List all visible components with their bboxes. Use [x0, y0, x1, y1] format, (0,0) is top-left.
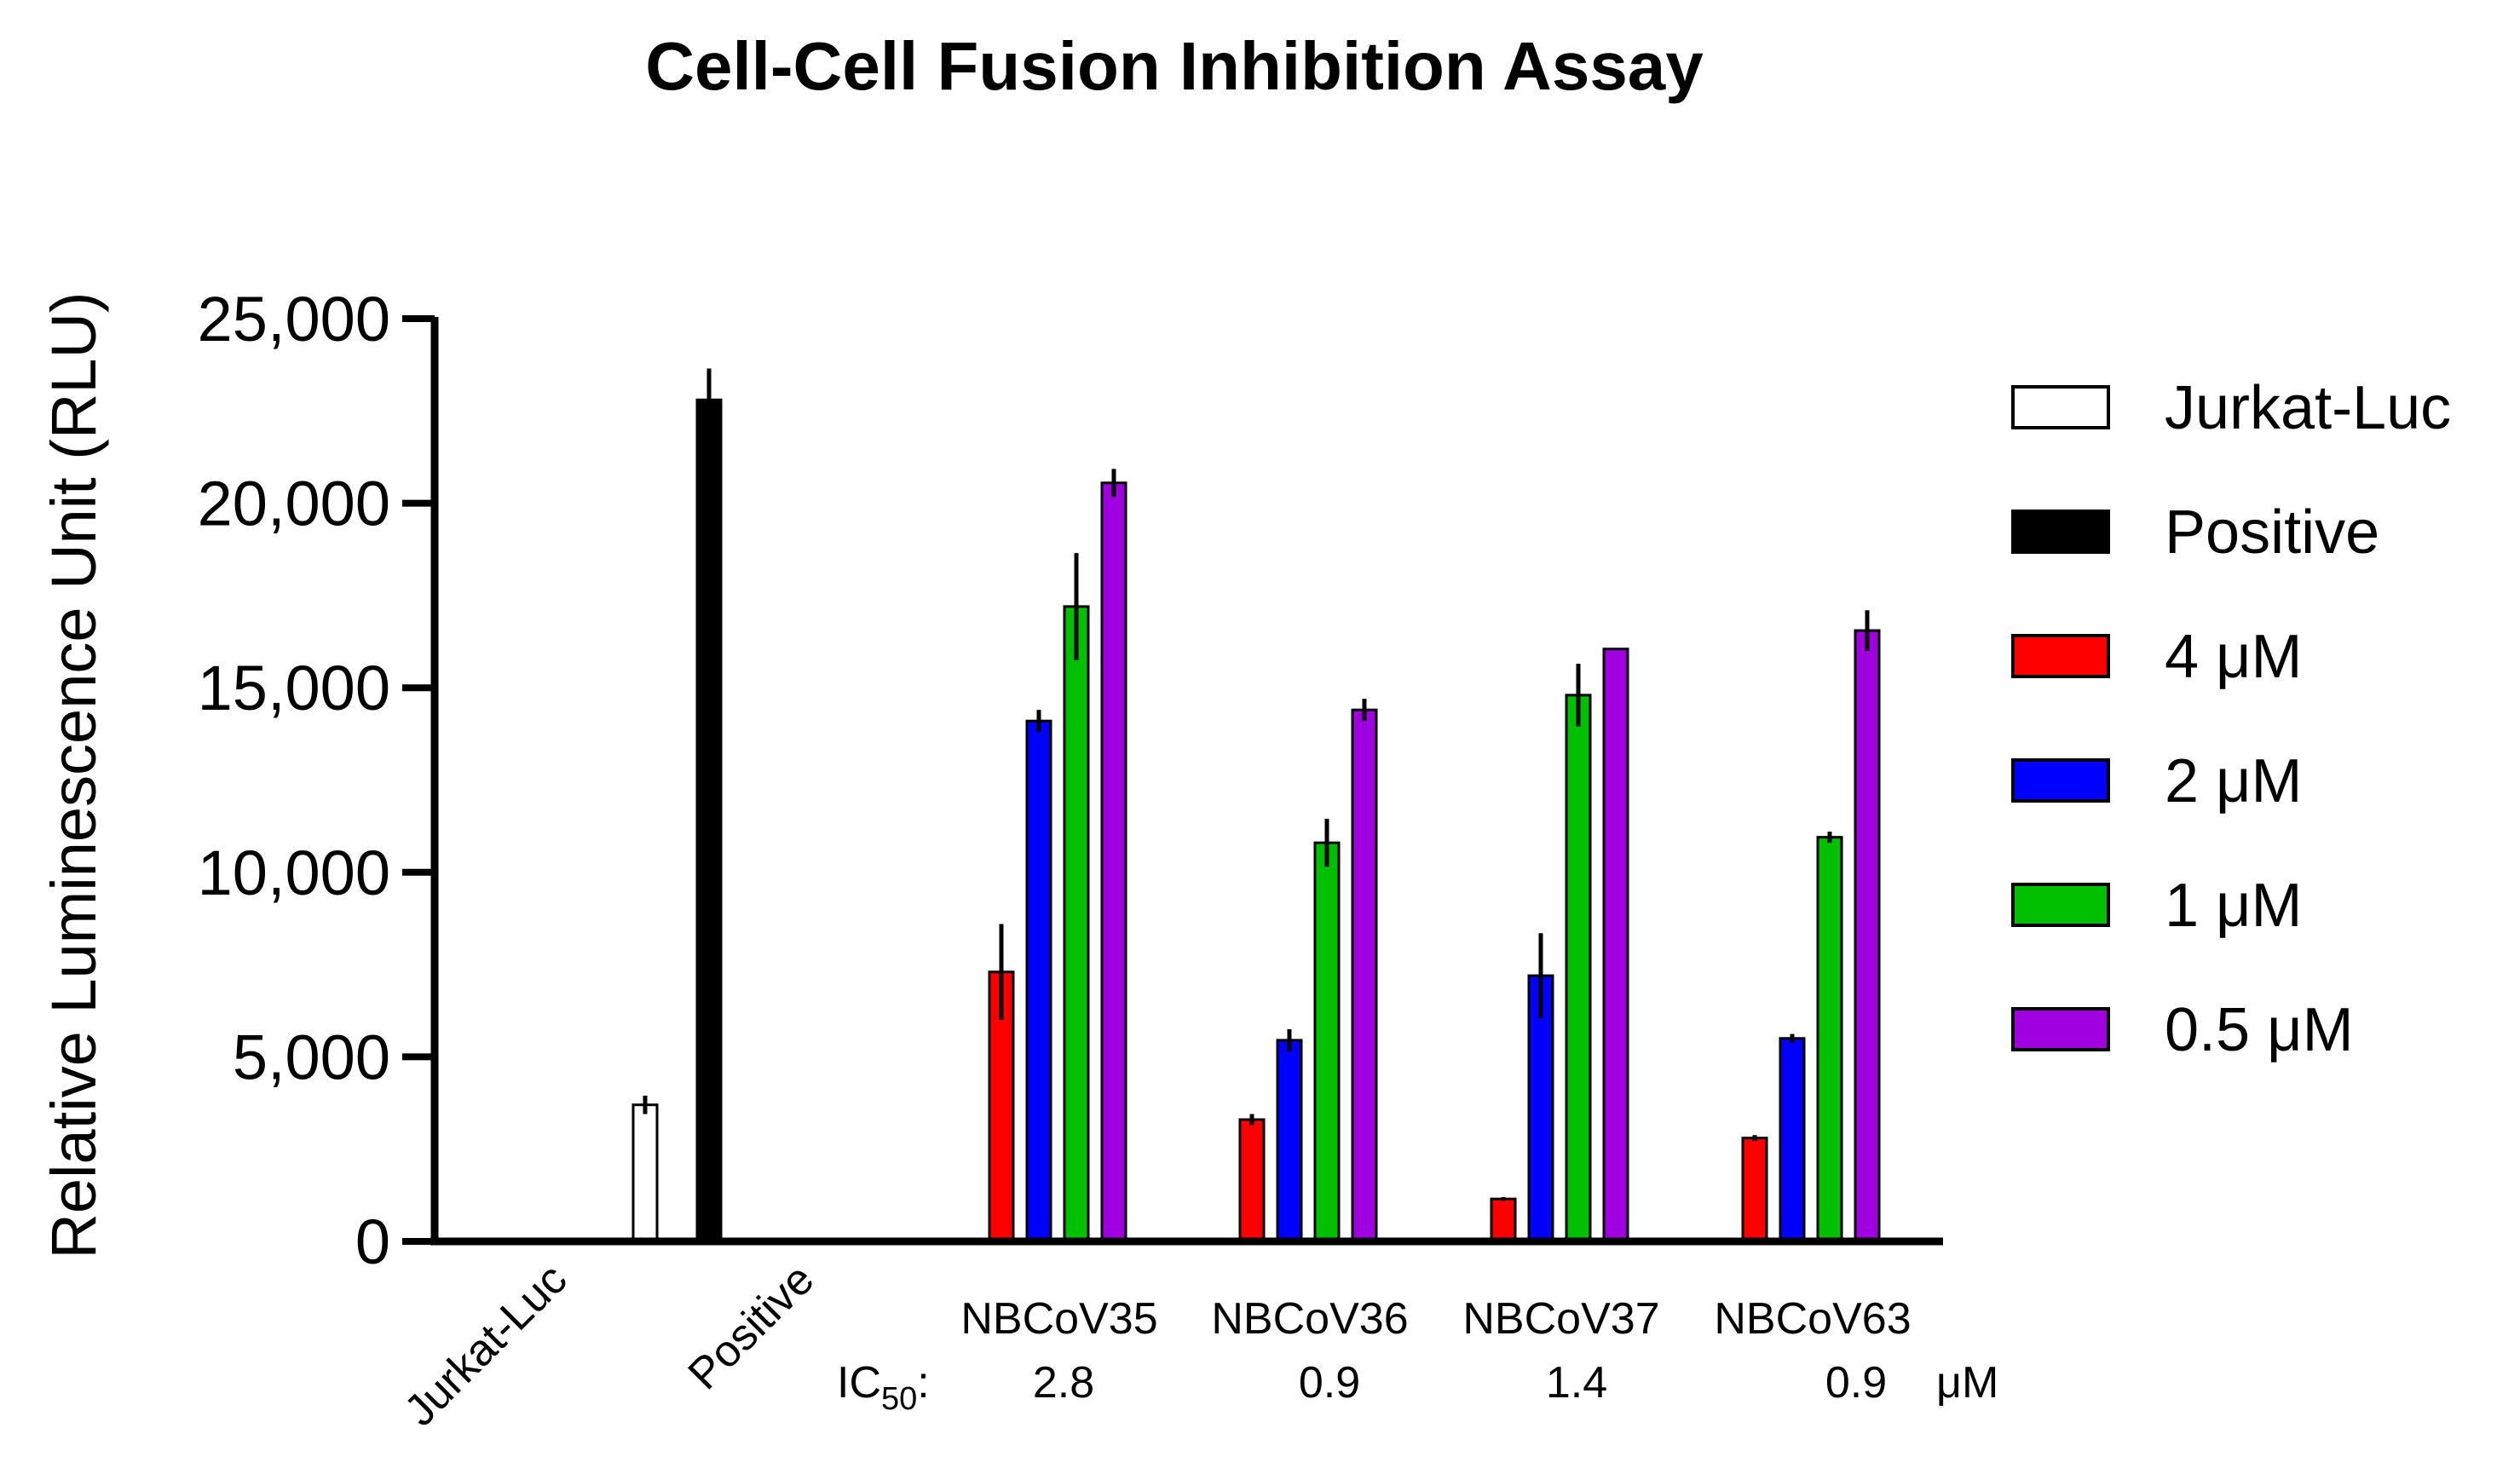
y-tick-label: 15,000: [198, 653, 390, 723]
legend-item: 0.5 μM: [2011, 996, 2354, 1064]
y-tick-label: 10,000: [198, 838, 390, 908]
legend: Jurkat-Luc Positive 4 μM 2 μM 1 μM 0.5 μM: [2011, 374, 2451, 1064]
bar-4-m-nbcov36: [1238, 1118, 1266, 1243]
x-category-label: Positive: [679, 1254, 824, 1399]
legend-label: 1 μM: [2165, 872, 2303, 940]
legend-item: Jurkat-Luc: [2011, 374, 2451, 442]
bar-2-m-nbcov36: [1276, 1039, 1303, 1243]
x-category-label: Jurkat-Luc: [395, 1254, 577, 1436]
legend-item: 4 μM: [2011, 623, 2303, 691]
ic50-value: 0.9: [1299, 1358, 1360, 1408]
bar-4-m-nbcov63: [1741, 1137, 1768, 1243]
y-tick-label: 0: [355, 1206, 390, 1277]
legend-swatch: [2011, 1007, 2110, 1051]
y-tick-label: 25,000: [198, 284, 390, 354]
bar-4-m-nbcov37: [1490, 1197, 1517, 1243]
error-bars: [643, 368, 1870, 1201]
bar-0-5-m-nbcov37: [1602, 648, 1629, 1243]
legend-label: Jurkat-Luc: [2165, 374, 2451, 442]
ic50-value: 0.9: [1825, 1358, 1887, 1408]
legend-label: 0.5 μM: [2165, 996, 2354, 1064]
y-tick-label: 5,000: [233, 1022, 390, 1092]
y-axis-label: Relative Luminescence Unit (RLU): [38, 291, 109, 1258]
legend-swatch: [2011, 385, 2110, 429]
legend-swatch: [2011, 883, 2110, 927]
bar-positive-positive: [695, 398, 723, 1243]
bar-2-m-nbcov37: [1527, 974, 1554, 1243]
bar-jurkat-luc-jurkat-luc: [631, 1103, 659, 1243]
bar-1-m-nbcov37: [1565, 694, 1592, 1243]
legend-item: 2 μM: [2011, 747, 2303, 815]
bar-2-m-nbcov35: [1025, 719, 1052, 1243]
bar-0-5-m-nbcov35: [1100, 481, 1127, 1243]
x-axis-labels: Jurkat-Luc Positive NBCoV35 NBCoV36 NBCoV37 N…: [395, 1254, 1912, 1436]
ic50-value: 2.8: [1033, 1358, 1094, 1408]
chart-title: Cell-Cell Fusion Inhibition Assay: [645, 28, 1704, 104]
bar-1-m-nbcov63: [1816, 836, 1843, 1243]
bar-1-m-nbcov36: [1313, 841, 1341, 1243]
bar-0-5-m-nbcov36: [1351, 708, 1378, 1243]
legend-swatch: [2011, 634, 2110, 678]
legend-swatch: [2011, 510, 2110, 554]
x-category-label: NBCoV63: [1714, 1294, 1911, 1344]
x-category-label: NBCoV36: [1211, 1294, 1408, 1344]
bar-2-m-nbcov63: [1779, 1037, 1806, 1243]
bars: [631, 398, 1881, 1243]
bar-1-m-nbcov35: [1063, 605, 1090, 1243]
legend-swatch: [2011, 758, 2110, 803]
legend-label: 4 μM: [2165, 623, 2303, 691]
ic50-label: IC50:: [837, 1358, 930, 1417]
bar-0-5-m-nbcov63: [1854, 629, 1881, 1243]
y-tick-label: 20,000: [198, 469, 390, 539]
x-category-label: NBCoV35: [960, 1294, 1157, 1344]
ic50-row: IC50: 2.8 0.9 1.4 0.9 μM: [837, 1358, 1998, 1417]
legend-label: 2 μM: [2165, 747, 2303, 815]
legend-item: Positive: [2011, 498, 2379, 567]
legend-item: 1 μM: [2011, 872, 2303, 940]
y-axis-ticks: 0 5,000 10,000 15,000 20,000 25,000: [198, 284, 435, 1277]
ic50-value: 1.4: [1546, 1358, 1607, 1408]
x-category-label: NBCoV37: [1462, 1294, 1659, 1344]
ic50-unit: μM: [1936, 1358, 1998, 1408]
legend-label: Positive: [2165, 498, 2379, 567]
